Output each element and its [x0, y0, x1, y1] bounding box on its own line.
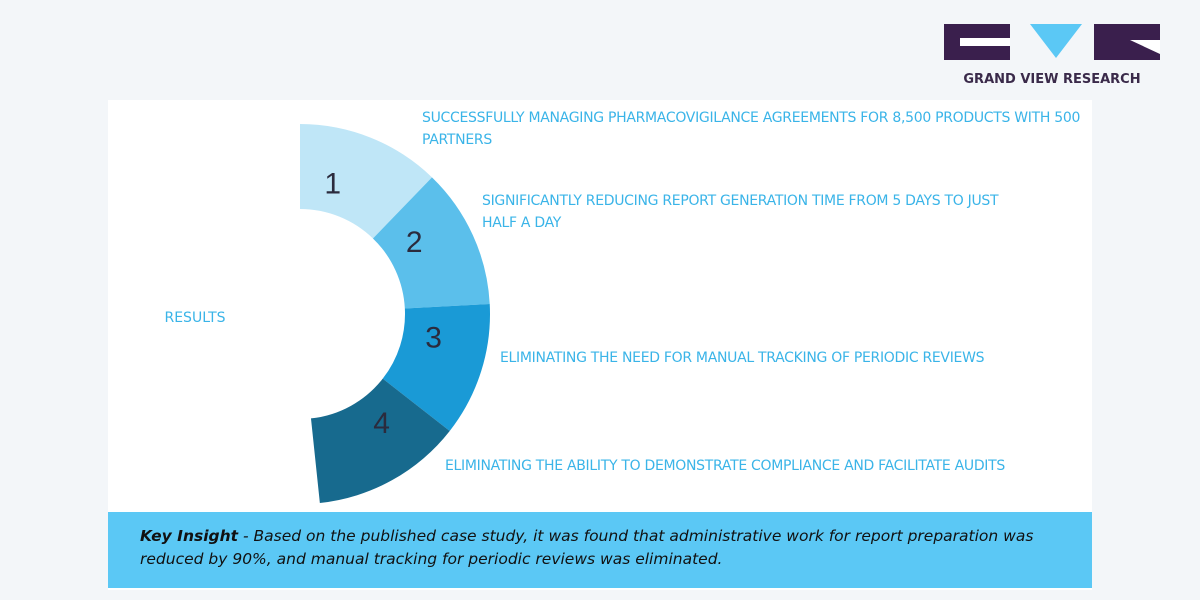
item-text: ELIMINATING THE ABILITY TO DEMONSTRATE C…	[445, 458, 1005, 474]
insight: Key Insight - Based on the published cas…	[140, 525, 1050, 571]
item-text: SUCCESSFULLY MANAGING PHARMACOVIGILANCE …	[422, 110, 1081, 148]
ring-segment	[300, 124, 432, 239]
insight-text: - Based on the published case study, it …	[140, 527, 1034, 568]
logo-text: GRAND VIEW RESEARCH	[963, 72, 1140, 87]
insight-label: Key Insight	[140, 527, 239, 545]
ring-segment	[382, 304, 491, 431]
item-text: SIGNIFICANTLY REDUCING REPORT GENERATION…	[482, 193, 999, 231]
center-label: RESULTS	[164, 310, 225, 326]
segment-number: 3	[425, 321, 442, 354]
segment-number: 2	[406, 226, 423, 259]
insight-box: Key Insight - Based on the published cas…	[108, 512, 1092, 588]
logo-mark	[944, 24, 1160, 60]
segment-number: 1	[324, 168, 341, 201]
item-text: ELIMINATING THE NEED FOR MANUAL TRACKING…	[500, 350, 985, 366]
ring-segment	[372, 177, 490, 309]
ring: 1 2 3 4	[300, 124, 491, 503]
ring-segment	[310, 378, 450, 503]
panel	[108, 100, 1092, 590]
segment-number: 4	[373, 407, 390, 440]
